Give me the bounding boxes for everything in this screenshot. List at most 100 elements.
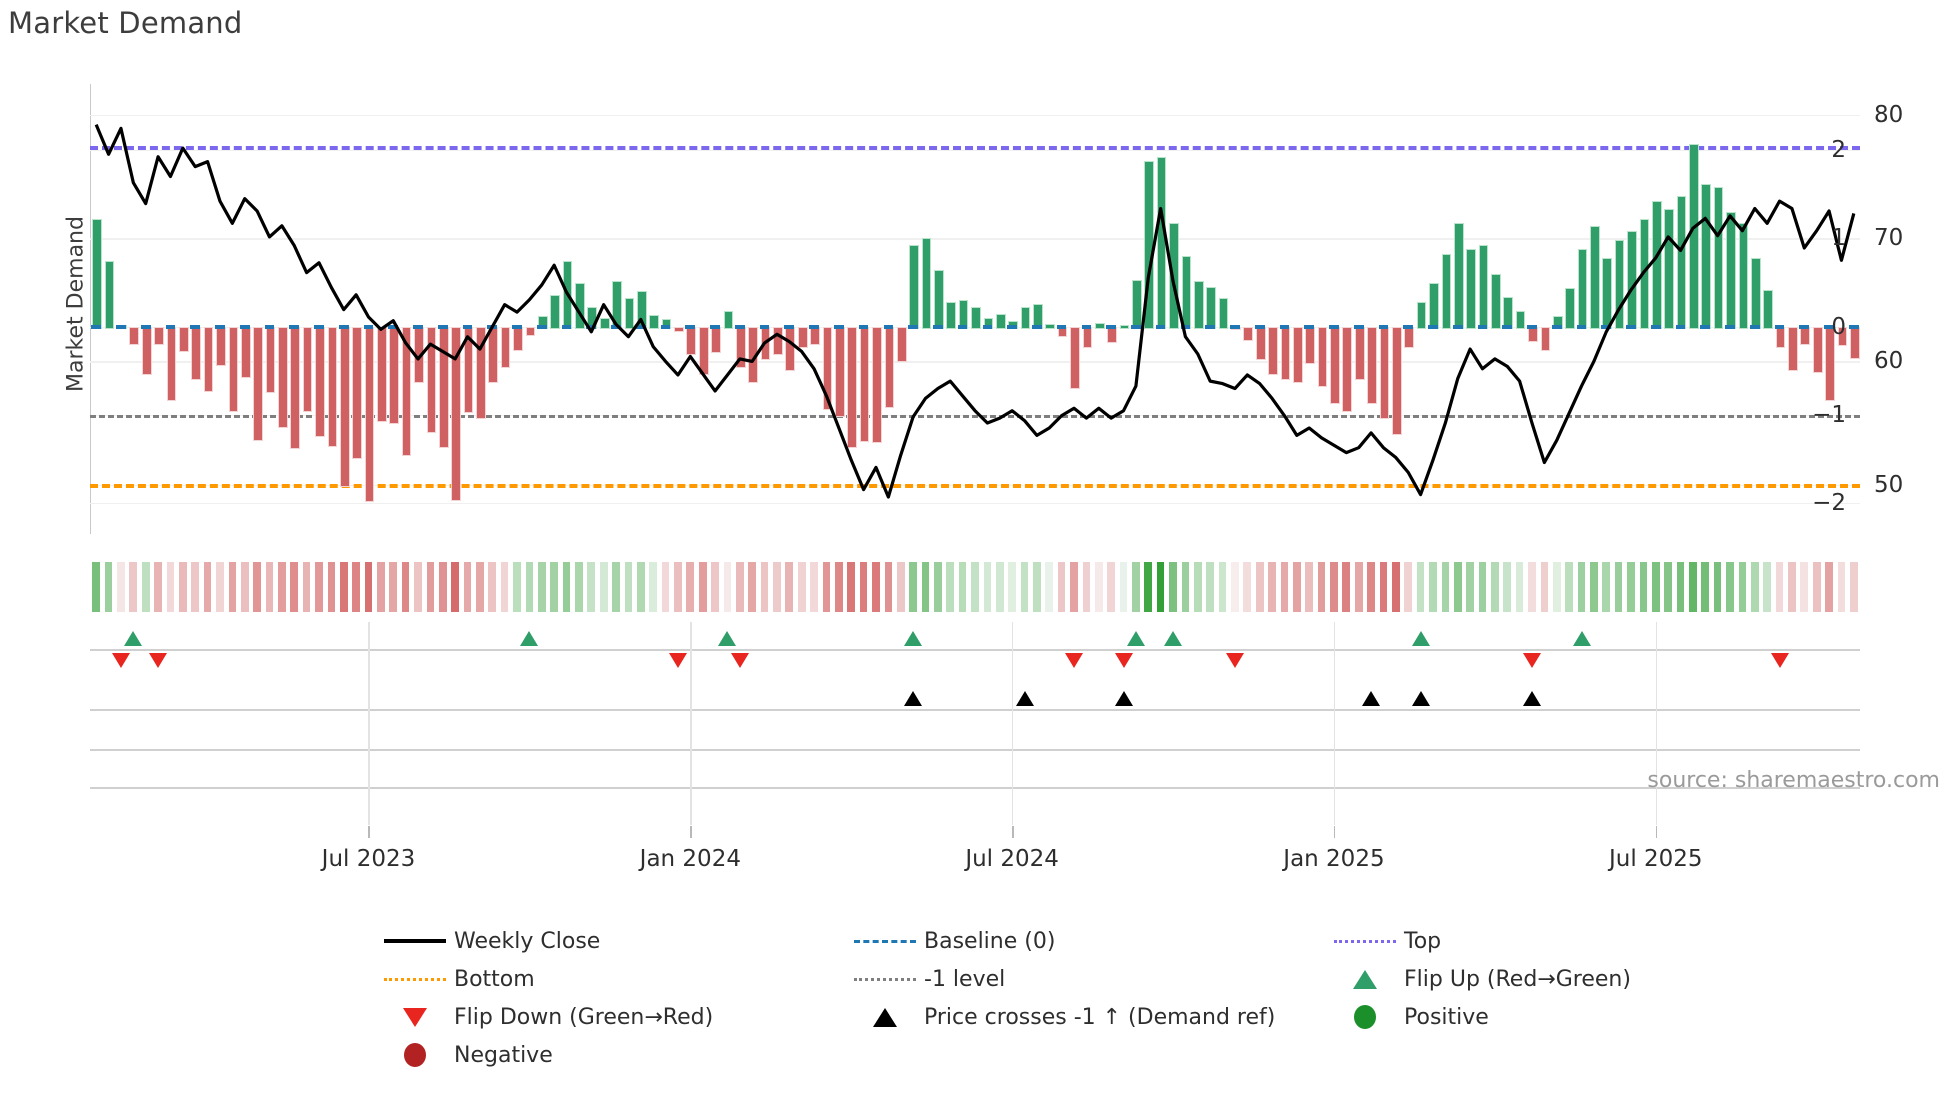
heatmap-cell <box>1231 562 1239 612</box>
flip-up-marker[interactable] <box>1164 631 1183 646</box>
legend-item[interactable]: Positive <box>1326 998 1706 1036</box>
flip-down-marker[interactable] <box>1225 653 1244 668</box>
demand-bar <box>1664 209 1674 329</box>
flip-up-marker[interactable] <box>124 631 143 646</box>
heatmap-cell <box>290 562 299 612</box>
heatmap-cell <box>1367 562 1375 612</box>
heatmap-cell <box>1020 562 1029 612</box>
demand-bar <box>1763 289 1773 329</box>
flip-up-marker[interactable] <box>718 631 737 646</box>
demand-bar <box>1020 307 1031 329</box>
heatmap-cell <box>575 562 583 612</box>
legend-item[interactable]: Top <box>1326 922 1706 960</box>
heatmap-cell <box>1639 562 1648 612</box>
demand-bar <box>1392 326 1402 435</box>
heatmap-cell <box>1280 562 1289 612</box>
heatmap-cell <box>612 562 620 612</box>
heatmap-cell <box>1775 562 1784 612</box>
flip-down-marker[interactable] <box>149 653 168 668</box>
line-swatch-icon <box>384 939 446 943</box>
demand-bar <box>525 326 536 336</box>
heatmap-cell <box>1788 562 1796 612</box>
heatmap-cell <box>1045 562 1054 612</box>
demand-bar <box>104 261 115 329</box>
baseline-segment <box>1279 324 1290 329</box>
flip-up-marker[interactable] <box>904 631 923 646</box>
demand-intensity-strip <box>90 562 1860 612</box>
x-guide-tick <box>1012 787 1014 825</box>
heatmap-cell <box>674 562 682 612</box>
demand-bar <box>203 326 214 393</box>
legend-item[interactable]: Flip Up (Red→Green) <box>1326 960 1706 998</box>
legend-item[interactable]: Price crosses -1 ↑ (Demand ref) <box>846 998 1326 1036</box>
price-cross-marker[interactable] <box>1411 691 1430 706</box>
heatmap-cell <box>216 562 224 612</box>
legend-item[interactable]: Bottom <box>376 960 846 998</box>
heatmap-cell <box>451 562 459 612</box>
heatmap-cell <box>748 562 757 612</box>
legend-item[interactable]: Negative <box>376 1036 846 1074</box>
heatmap-cell <box>191 562 200 612</box>
heatmap-cell <box>414 562 422 612</box>
flip-down-marker[interactable] <box>1522 653 1541 668</box>
chart-legend: Weekly Close Baseline (0) Top Bottom -1 leve… <box>376 922 1706 1074</box>
flip-down-marker[interactable] <box>730 653 749 668</box>
flip-up-marker[interactable] <box>1572 631 1591 646</box>
x-guide-tick <box>1012 682 1014 787</box>
flip-down-marker[interactable] <box>1065 653 1084 668</box>
legend-item[interactable]: Flip Down (Green→Red) <box>376 998 846 1036</box>
flip-down-marker[interactable] <box>1114 653 1133 668</box>
heatmap-cell <box>364 562 373 612</box>
x-tick-label: Jan 2025 <box>1283 846 1385 872</box>
y-axis-left-label: Market Demand <box>63 216 89 392</box>
heatmap-cell <box>1094 562 1103 612</box>
heatmap-cell <box>835 562 843 612</box>
demand-bar <box>1169 223 1179 329</box>
heatmap-cell <box>253 562 261 612</box>
price-cross-marker[interactable] <box>1522 691 1541 706</box>
price-cross-marker[interactable] <box>904 691 923 706</box>
flip-down-marker[interactable] <box>668 653 687 668</box>
heatmap-cell <box>278 562 286 612</box>
flip-down-marker[interactable] <box>111 653 130 668</box>
flip-up-marker[interactable] <box>1126 631 1145 646</box>
x-tick-label: Jul 2023 <box>321 846 416 872</box>
demand-bar <box>129 326 140 346</box>
baseline-segment <box>1626 324 1636 329</box>
price-cross-marker[interactable] <box>1015 691 1034 706</box>
heatmap-cell <box>1565 562 1573 612</box>
heatmap-cell <box>995 562 1004 612</box>
gridline <box>90 150 1860 152</box>
flip-down-marker[interactable] <box>1770 653 1789 668</box>
baseline-segment <box>957 324 968 329</box>
x-guide-tick <box>690 682 692 787</box>
heatmap-cell <box>822 562 831 612</box>
legend-item[interactable]: Baseline (0) <box>846 922 1326 960</box>
flip-up-marker[interactable] <box>520 631 539 646</box>
flip-up-marker[interactable] <box>1411 631 1430 646</box>
circle-icon <box>1354 1005 1376 1029</box>
demand-bar <box>1045 324 1056 329</box>
price-cross-marker[interactable] <box>1114 691 1133 706</box>
baseline-segment <box>1601 324 1612 329</box>
legend-label: Flip Down (Green→Red) <box>454 1004 714 1030</box>
baseline-segment <box>1675 324 1686 329</box>
heatmap-cell <box>1627 562 1635 612</box>
baseline-segment <box>1378 324 1389 329</box>
baseline-segment <box>1527 324 1537 329</box>
heatmap-cell <box>760 562 769 612</box>
demand-bar <box>723 310 734 329</box>
baseline-segment <box>512 324 522 329</box>
heatmap-cell <box>265 562 274 612</box>
baseline-segment <box>1131 324 1141 329</box>
price-cross-marker[interactable] <box>1362 691 1381 706</box>
demand-bar <box>426 326 437 433</box>
gridline-right <box>90 238 1860 240</box>
baseline-segment <box>1700 324 1711 329</box>
heatmap-cell <box>1181 562 1190 612</box>
heatmap-cell <box>1218 562 1227 612</box>
heatmap-cell <box>1169 562 1177 612</box>
legend-item[interactable]: Weekly Close <box>376 922 846 960</box>
legend-item[interactable]: -1 level <box>846 960 1326 998</box>
demand-bar <box>1367 326 1377 404</box>
